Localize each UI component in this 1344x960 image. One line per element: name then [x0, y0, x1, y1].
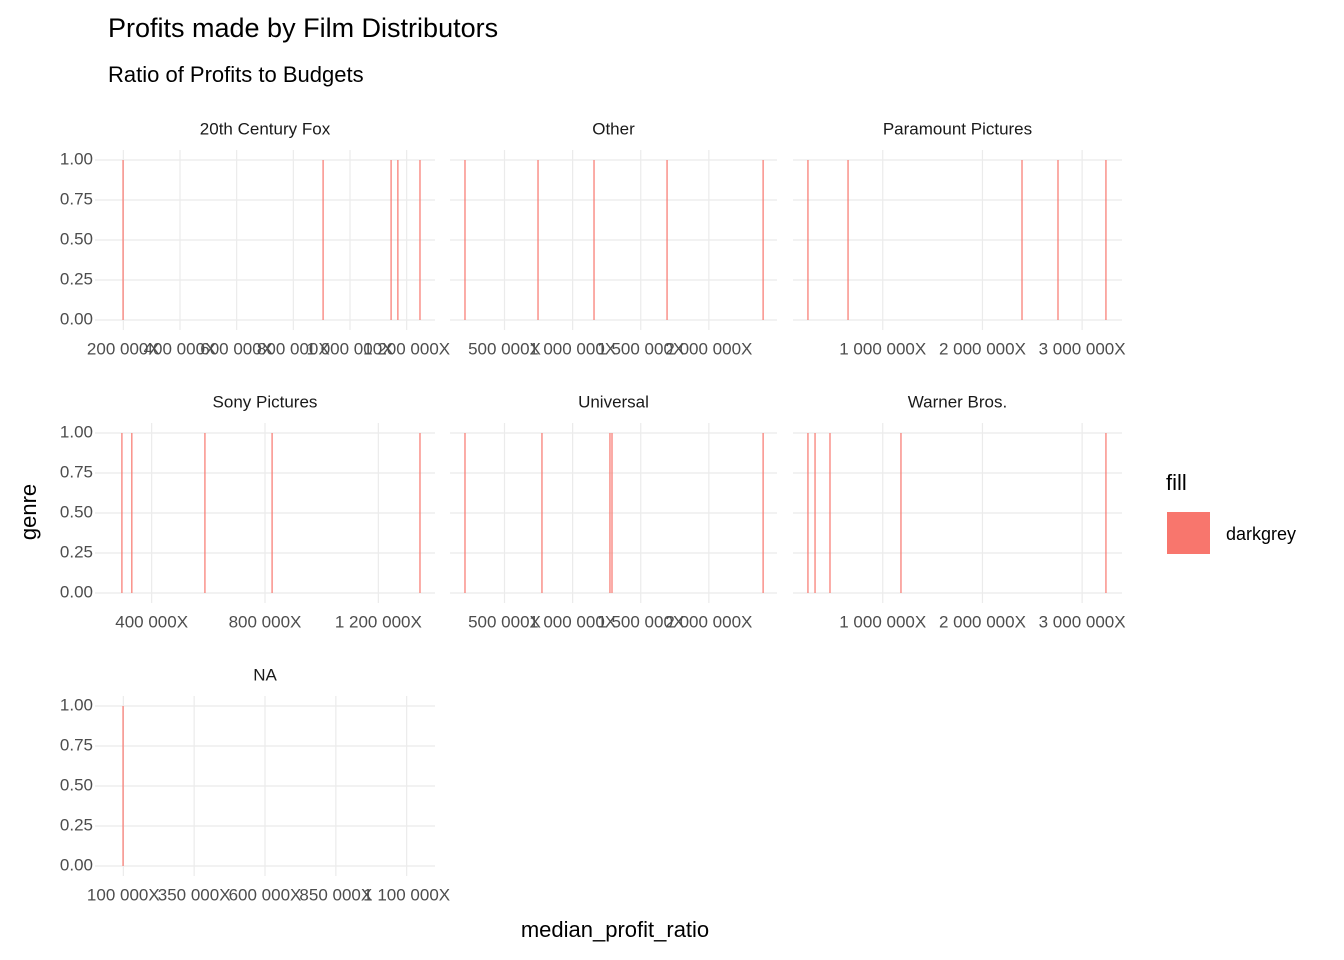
bar — [762, 160, 764, 320]
y-tick-label: 0.25 — [60, 269, 93, 288]
y-tick-label: 0.50 — [60, 229, 93, 248]
facet-label: Other — [592, 119, 635, 138]
bar — [537, 160, 539, 320]
y-tick-label: 0.50 — [60, 775, 93, 794]
x-tick-label: 800 000X — [229, 612, 302, 631]
bar — [1057, 160, 1059, 320]
x-tick-label: 1 200 000X — [363, 339, 450, 358]
bar — [390, 160, 392, 320]
bar — [122, 160, 124, 320]
bar — [807, 433, 809, 593]
x-tick-label: 500 000X — [468, 339, 541, 358]
x-tick-label: 1 200 000X — [335, 612, 422, 631]
legend-key — [1167, 512, 1210, 554]
bar — [322, 160, 324, 320]
bar — [900, 433, 902, 593]
x-tick-label: 3 000 000X — [1039, 612, 1126, 631]
x-tick-label: 2 000 000X — [665, 339, 752, 358]
x-tick-label: 200 000X — [87, 339, 160, 358]
chart-title: Profits made by Film Distributors — [108, 13, 498, 43]
x-tick-label: 3 000 000X — [1039, 339, 1126, 358]
bar — [271, 433, 273, 593]
facet-label: Universal — [578, 392, 649, 411]
bar — [593, 160, 595, 320]
y-tick-label: 0.75 — [60, 462, 93, 481]
y-tick-label: 0.25 — [60, 542, 93, 561]
bar — [121, 433, 123, 593]
x-tick-label: 2 000 000X — [939, 339, 1026, 358]
bar — [464, 160, 466, 320]
x-tick-label: 1 000 000X — [839, 339, 926, 358]
bar — [611, 433, 613, 593]
bar — [419, 433, 421, 593]
y-tick-label: 0.25 — [60, 815, 93, 834]
bar — [1021, 160, 1023, 320]
y-tick-label: 1.00 — [60, 422, 93, 441]
x-tick-label: 100 000X — [87, 885, 160, 904]
x-tick-label: 600 000X — [200, 339, 273, 358]
bar — [762, 433, 764, 593]
y-tick-label: 0.00 — [60, 582, 93, 601]
bar — [464, 433, 466, 593]
y-tick-label: 1.00 — [60, 149, 93, 168]
x-tick-label: 400 000X — [144, 339, 217, 358]
bar — [609, 433, 611, 593]
y-tick-label: 0.00 — [60, 309, 93, 328]
bar — [666, 160, 668, 320]
facet-label: 20th Century Fox — [200, 119, 331, 138]
x-tick-label: 1 100 000X — [363, 885, 450, 904]
y-tick-label: 0.75 — [60, 735, 93, 754]
facet-label: Warner Bros. — [908, 392, 1008, 411]
x-tick-label: 400 000X — [115, 612, 188, 631]
x-tick-label: 2 000 000X — [939, 612, 1026, 631]
x-tick-label: 1 000 000X — [839, 612, 926, 631]
x-tick-label: 800 000X — [257, 339, 330, 358]
legend-title: fill — [1166, 470, 1187, 495]
x-tick-label: 1 500 000X — [597, 339, 684, 358]
x-tick-label: 350 000X — [158, 885, 231, 904]
facet-label: Sony Pictures — [213, 392, 318, 411]
bar — [1105, 160, 1107, 320]
x-tick-label: 850 000X — [299, 885, 372, 904]
x-tick-label: 2 000 000X — [665, 612, 752, 631]
y-tick-label: 0.50 — [60, 502, 93, 521]
x-tick-label: 600 000X — [229, 885, 302, 904]
y-axis-title: genre — [16, 484, 41, 540]
legend-label: darkgrey — [1226, 524, 1296, 544]
y-tick-label: 0.00 — [60, 855, 93, 874]
bar — [847, 160, 849, 320]
bar — [829, 433, 831, 593]
facet-label: NA — [253, 665, 277, 684]
x-tick-label: 1 000 000X — [307, 339, 394, 358]
x-tick-label: 1 500 000X — [597, 612, 684, 631]
bar — [131, 433, 133, 593]
y-tick-label: 1.00 — [60, 695, 93, 714]
bar — [204, 433, 206, 593]
facet-label: Paramount Pictures — [883, 119, 1032, 138]
bar — [397, 160, 399, 320]
bar — [1105, 433, 1107, 593]
bar — [122, 706, 124, 866]
chart-subtitle: Ratio of Profits to Budgets — [108, 62, 364, 87]
y-tick-label: 0.75 — [60, 189, 93, 208]
x-tick-label: 500 000X — [468, 612, 541, 631]
x-axis-title: median_profit_ratio — [521, 917, 709, 942]
x-tick-label: 1 000 000X — [529, 612, 616, 631]
bar — [807, 160, 809, 320]
bar — [814, 433, 816, 593]
bar — [419, 160, 421, 320]
x-tick-label: 1 000 000X — [529, 339, 616, 358]
bar — [541, 433, 543, 593]
